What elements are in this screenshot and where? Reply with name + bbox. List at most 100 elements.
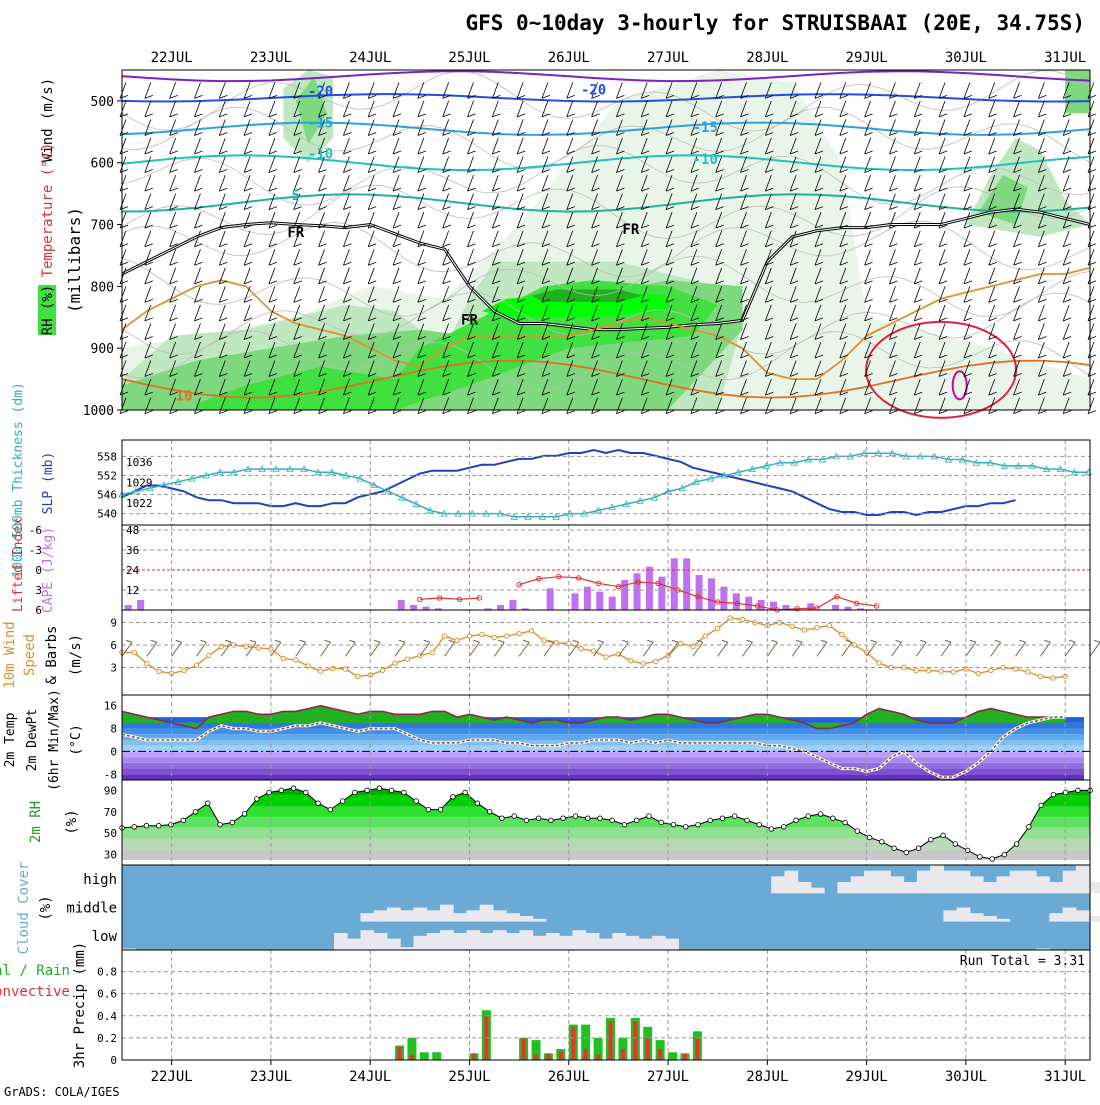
upper-wind-barb xyxy=(194,286,203,303)
cloud-mid-bar xyxy=(492,910,507,922)
wind-barb xyxy=(394,639,406,657)
rh-point xyxy=(1050,791,1057,798)
thickness-tick: 546 xyxy=(97,489,117,502)
rh-shade-10 xyxy=(295,76,327,145)
wind-speed-line xyxy=(122,617,1066,679)
upper-wind-barb xyxy=(417,304,426,322)
upper-wind-barb xyxy=(814,193,824,211)
upper-wind-barb xyxy=(516,341,526,359)
cloud-mid-bar xyxy=(1075,910,1090,922)
upper-wind-barb xyxy=(764,212,774,229)
upper-wind-barb xyxy=(988,249,997,266)
upper-wind-barb xyxy=(963,137,973,155)
upper-wind-barb xyxy=(343,286,352,303)
rh-point xyxy=(180,817,186,824)
upper-wind-barb xyxy=(591,378,600,396)
wind-speed-point xyxy=(988,667,994,674)
upper-wind-barb xyxy=(889,156,898,173)
wind-speed-point xyxy=(243,643,249,650)
cloud-low-bar xyxy=(572,930,587,950)
top-day-label: 26JUL xyxy=(548,50,590,66)
upper-wind-barb xyxy=(318,249,327,266)
cape-bar xyxy=(621,580,629,610)
upper-wind-barb xyxy=(541,230,551,248)
upper-wind-barb xyxy=(1062,286,1072,303)
upper-wind-barb xyxy=(417,323,426,340)
upper-wind-barb xyxy=(467,174,476,192)
upper-wind-barb xyxy=(963,323,973,340)
thickness-point xyxy=(1000,462,1009,469)
upper-wind-barb xyxy=(144,360,153,377)
upper-wind-barb xyxy=(764,267,774,285)
thickness-axis-label: 1000-500mb Thickness (dm) xyxy=(11,382,26,578)
bottom-day-label: 22JUL xyxy=(151,1069,193,1085)
upper-wind-barb xyxy=(764,378,774,396)
upper-wind-barb xyxy=(988,341,997,359)
upper-wind-barb xyxy=(1087,82,1097,99)
upper-wind-barb xyxy=(913,397,923,415)
panel-frame-cape xyxy=(121,524,1091,611)
rh-band-1 xyxy=(122,838,1090,850)
upper-wind-barb xyxy=(616,82,625,99)
upper-wind-barb xyxy=(789,174,799,192)
upper-wind-barb xyxy=(417,212,426,229)
upper-wind-barb xyxy=(367,323,377,340)
cloud-high-bar xyxy=(1062,870,1077,894)
thickness-point xyxy=(972,458,981,466)
upper-wind-barb xyxy=(715,82,724,99)
upper-wind-barb xyxy=(988,119,997,136)
precip-conv-bar xyxy=(658,1048,663,1060)
upper-wind-barb xyxy=(343,156,352,173)
wind-barb xyxy=(493,639,505,657)
upper-wind-barb xyxy=(343,100,352,118)
upper-wind-barb xyxy=(343,323,352,340)
rh-tick: 50 xyxy=(104,827,117,840)
upper-wind-barb xyxy=(516,193,526,211)
upper-wind-barb xyxy=(243,304,253,322)
upper-wind-barb xyxy=(318,397,327,415)
thickness-point xyxy=(594,506,602,514)
wind-barb xyxy=(295,639,307,657)
upper-wind-barb xyxy=(293,249,302,266)
upper-wind-barb xyxy=(318,267,327,285)
upper-wind-barb xyxy=(491,156,501,173)
upper-wind-barb xyxy=(566,341,575,359)
upper-wind-barb xyxy=(913,304,923,322)
upper-wind-barb xyxy=(640,82,650,99)
rh-point xyxy=(781,824,787,830)
upper-wind-barb xyxy=(119,323,129,340)
cloud-high-bar xyxy=(1009,870,1024,894)
upper-wind-barb xyxy=(764,230,774,248)
cloud-low-bar xyxy=(386,938,401,950)
upper-wind-barb xyxy=(616,230,625,248)
wind-speed-point xyxy=(379,667,386,674)
upper-wind-barb xyxy=(367,360,377,377)
upper-wind-barb xyxy=(988,378,997,396)
lifted-index-point xyxy=(516,581,522,588)
upper-wind-barb xyxy=(144,286,153,303)
upper-wind-barb xyxy=(591,286,600,303)
cape-bar xyxy=(633,573,641,610)
thickness-point xyxy=(258,465,266,472)
upper-wind-barb xyxy=(541,100,551,118)
upper-wind-barb xyxy=(640,119,650,136)
upper-wind-barb xyxy=(243,137,253,155)
upper-wind-barb xyxy=(367,156,377,173)
cape-bar xyxy=(832,605,840,610)
rh-point xyxy=(952,841,959,847)
precip-axis-label: 3hr Precip (mm) xyxy=(72,942,88,1068)
upper-wind-barb xyxy=(1013,286,1022,303)
upper-wind-barb xyxy=(367,212,377,229)
wind-speed-point xyxy=(330,665,336,671)
upper-wind-barb xyxy=(218,360,228,377)
upper-wind-barb xyxy=(268,230,278,248)
temp-contour-minus10 xyxy=(121,154,1091,172)
upper-wind-barb xyxy=(764,249,774,266)
upper-wind-barb xyxy=(1062,304,1072,322)
rh-point xyxy=(1001,851,1008,858)
upper-wind-barb xyxy=(839,267,848,285)
upper-wind-barb xyxy=(740,249,749,266)
cloud-mid-bar xyxy=(373,910,388,922)
upper-wind-barb xyxy=(690,193,700,211)
rh-point xyxy=(707,817,713,824)
